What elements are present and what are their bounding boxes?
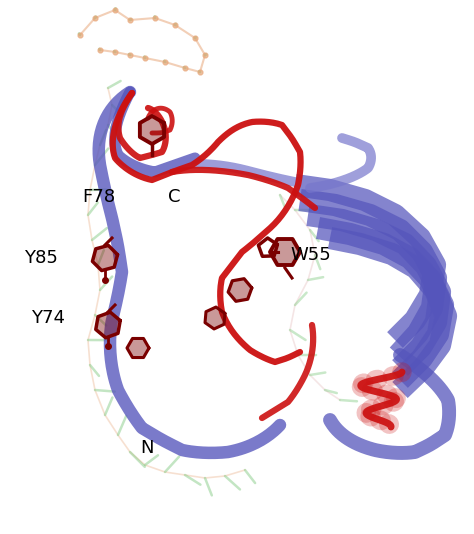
- Polygon shape: [127, 339, 149, 358]
- Text: C: C: [168, 188, 181, 206]
- Polygon shape: [270, 239, 300, 265]
- Polygon shape: [140, 116, 164, 144]
- Text: Y74: Y74: [31, 309, 65, 327]
- Polygon shape: [228, 279, 252, 301]
- Text: W55: W55: [290, 246, 331, 264]
- Text: F78: F78: [82, 188, 115, 206]
- Polygon shape: [92, 246, 118, 271]
- Polygon shape: [96, 312, 120, 338]
- Text: Y85: Y85: [24, 249, 58, 267]
- Text: N: N: [140, 439, 154, 457]
- Polygon shape: [205, 307, 225, 329]
